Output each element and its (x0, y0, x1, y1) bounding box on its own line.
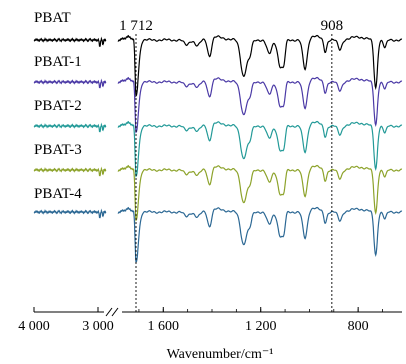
x-axis-label: Wavenumber/cm⁻¹ (167, 347, 274, 362)
axis-break-mark (111, 307, 119, 317)
spectrum-line (117, 120, 403, 178)
reference-line-label: 1 712 (119, 18, 153, 34)
series-label: PBAT-3 (34, 142, 82, 158)
spectrum-line (117, 164, 403, 222)
series-labels: PBAT PBAT-1 PBAT-2 PBAT-3 PBAT-4 (34, 10, 82, 202)
spectrum-line-left (33, 36, 107, 48)
spectrum-line-left (33, 78, 107, 89)
axis-break-mark (105, 307, 113, 317)
spectrum-line (117, 76, 403, 134)
spectrum-line-left (33, 122, 107, 133)
series-label: PBAT-2 (34, 98, 82, 114)
series-label: PBAT (34, 10, 71, 26)
series-label: PBAT-1 (34, 54, 82, 70)
x-axis: 4 000 3 000 1 600 1 200 800 (18, 307, 402, 334)
x-tick-label: 1 200 (245, 319, 277, 334)
spectrum-line-left (33, 208, 107, 219)
reference-lines: 1 712 908 (119, 18, 343, 312)
spectrum-line-left (33, 166, 107, 177)
x-tick-label: 800 (348, 319, 369, 334)
series-label: PBAT-4 (34, 186, 82, 202)
x-tick-label: 3 000 (82, 319, 114, 334)
spectrum-line (117, 34, 403, 98)
spectra-group (33, 34, 403, 264)
x-tick-label: 1 600 (148, 319, 180, 334)
reference-line-label: 908 (321, 18, 344, 34)
spectrum-line (117, 206, 403, 264)
x-tick-label: 4 000 (18, 319, 50, 334)
